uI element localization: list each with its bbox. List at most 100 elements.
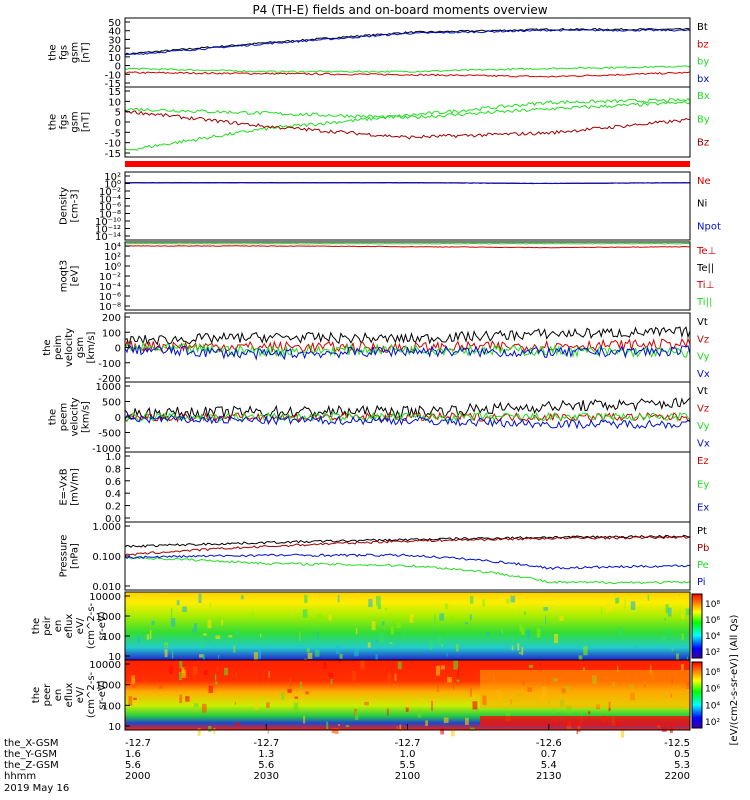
series-line-Bt <box>124 27 691 56</box>
x-tick-label: 2200 <box>665 771 690 782</box>
y-tick-label: 10² <box>104 252 121 263</box>
colorbar-tick: 10⁶ <box>705 685 720 695</box>
y-tick-label: 40 <box>108 27 121 38</box>
spectrogram-texture <box>192 628 194 633</box>
spectrogram-texture <box>303 715 306 724</box>
x-tick-label: -12.7 <box>395 738 421 749</box>
spectrogram-texture <box>681 664 684 671</box>
y-axis-label: [km/s] <box>81 401 92 433</box>
spectrogram-texture <box>417 709 422 718</box>
spectrogram-texture <box>300 681 302 690</box>
spectrogram-texture <box>345 725 350 728</box>
spectrogram-texture <box>403 626 406 637</box>
x-tick-label: 1.6 <box>125 749 141 760</box>
y-axis-label: velocity <box>64 328 75 367</box>
legend-Vt: Vt <box>697 317 708 328</box>
series-line-Pe <box>124 556 691 585</box>
spectrogram-texture <box>263 638 265 646</box>
spectrogram-texture <box>266 702 270 708</box>
legend-Vz: Vz <box>697 404 709 415</box>
spectrogram-texture <box>452 680 455 690</box>
y-tick-label: 1000 <box>96 681 121 692</box>
spectrogram-texture <box>307 652 313 660</box>
legend-Ni: Ni <box>697 199 707 210</box>
spectrogram-texture <box>678 594 680 597</box>
y-tick-label: 10 <box>108 652 121 663</box>
spectrogram-texture <box>583 667 585 671</box>
x-tick-label: -12.6 <box>536 738 562 749</box>
y-axis-label: the <box>42 339 53 355</box>
spectrogram-texture <box>164 649 168 658</box>
spectrogram-texture <box>600 607 603 615</box>
spectrogram-texture <box>294 696 299 699</box>
spectrogram-texture <box>200 643 204 648</box>
y-tick-label: 10⁰ <box>104 262 121 273</box>
panel-frame <box>124 86 691 158</box>
spectrogram-texture <box>306 648 310 652</box>
series-line-Vx <box>124 413 691 430</box>
series-line-Bz <box>124 109 690 140</box>
x-tick-label: 2100 <box>395 771 420 782</box>
series-line-Vx <box>124 344 691 361</box>
y-axis-label: eflux <box>64 683 75 708</box>
spectrogram-texture <box>469 727 475 731</box>
panel-peem-velocity: 1000 500 0 -500 -1000 the peem velocity [km/s] Vt… <box>48 381 710 455</box>
y-tick-label: 10 <box>108 53 121 64</box>
y-tick-label: 10 <box>108 722 121 733</box>
spectrogram-texture <box>485 632 490 636</box>
x-tick-label: -12.7 <box>253 738 279 749</box>
spectrogram-texture <box>228 635 233 638</box>
y-axis-label: en <box>53 620 64 633</box>
spectrogram-texture <box>163 593 168 596</box>
spectrogram-texture <box>521 647 524 656</box>
x-tick-label: 2000 <box>125 771 150 782</box>
spectrogram-texture <box>431 628 434 631</box>
y-tick-label: 10⁰ <box>104 180 121 191</box>
colorbar <box>691 661 703 729</box>
spectrogram-texture <box>396 725 399 730</box>
spectrogram-texture <box>215 635 221 640</box>
spectrogram-texture <box>384 607 388 611</box>
spectrogram-texture <box>615 597 619 604</box>
y-axis-label: gsm <box>75 337 86 358</box>
spectrogram-texture <box>151 620 155 626</box>
spectrogram-texture <box>397 661 402 670</box>
spectrogram-texture <box>676 653 679 661</box>
y-tick-label: 50 <box>108 18 121 29</box>
spectrogram-texture <box>209 602 211 608</box>
spectrogram-texture <box>133 697 137 701</box>
spectrogram-texture <box>499 631 502 636</box>
spectrogram-texture <box>287 688 292 693</box>
panel-peer-spectrogram: 10000 1000 100 10 the peer en eflux eV/(cm^2-s-s… <box>31 659 720 738</box>
spectrogram-texture <box>234 701 237 705</box>
spectrogram-texture <box>482 598 486 607</box>
spectrogram-texture <box>606 602 612 611</box>
y-tick-label: 10⁻¹² <box>95 225 121 236</box>
series-line-Bx <box>124 97 691 151</box>
y-tick-label: 100 <box>102 701 121 712</box>
spectrogram-texture <box>394 673 397 682</box>
spectrogram-texture <box>399 724 402 732</box>
spectrogram-texture <box>364 701 369 706</box>
y-axis-label: Pressure <box>59 535 70 578</box>
legend-Pe: Pe <box>697 560 709 571</box>
y-tick-label: 10⁻⁶ <box>99 202 121 213</box>
legend-Pi: Pi <box>697 577 706 588</box>
spectrogram-texture <box>545 615 547 624</box>
spectrogram-texture <box>326 721 329 731</box>
y-tick-label: 0.0 <box>105 514 121 525</box>
y-axis-label: [cm-3] <box>70 189 81 222</box>
spectrogram-texture <box>435 665 440 676</box>
y-axis-label: sr-eV) <box>97 680 108 709</box>
spectrogram-texture <box>437 682 439 692</box>
spectrogram-texture <box>254 701 258 710</box>
spectrogram-texture <box>317 630 319 640</box>
spectrogram-texture <box>215 681 218 685</box>
spectrogram-texture <box>240 595 244 600</box>
spectrogram-texture <box>667 607 672 617</box>
red-band <box>125 161 690 167</box>
spectrogram-texture <box>451 615 455 623</box>
y-tick-label: -200 <box>98 374 121 385</box>
spectrogram-texture <box>321 615 324 622</box>
spectrogram-texture <box>336 645 341 654</box>
